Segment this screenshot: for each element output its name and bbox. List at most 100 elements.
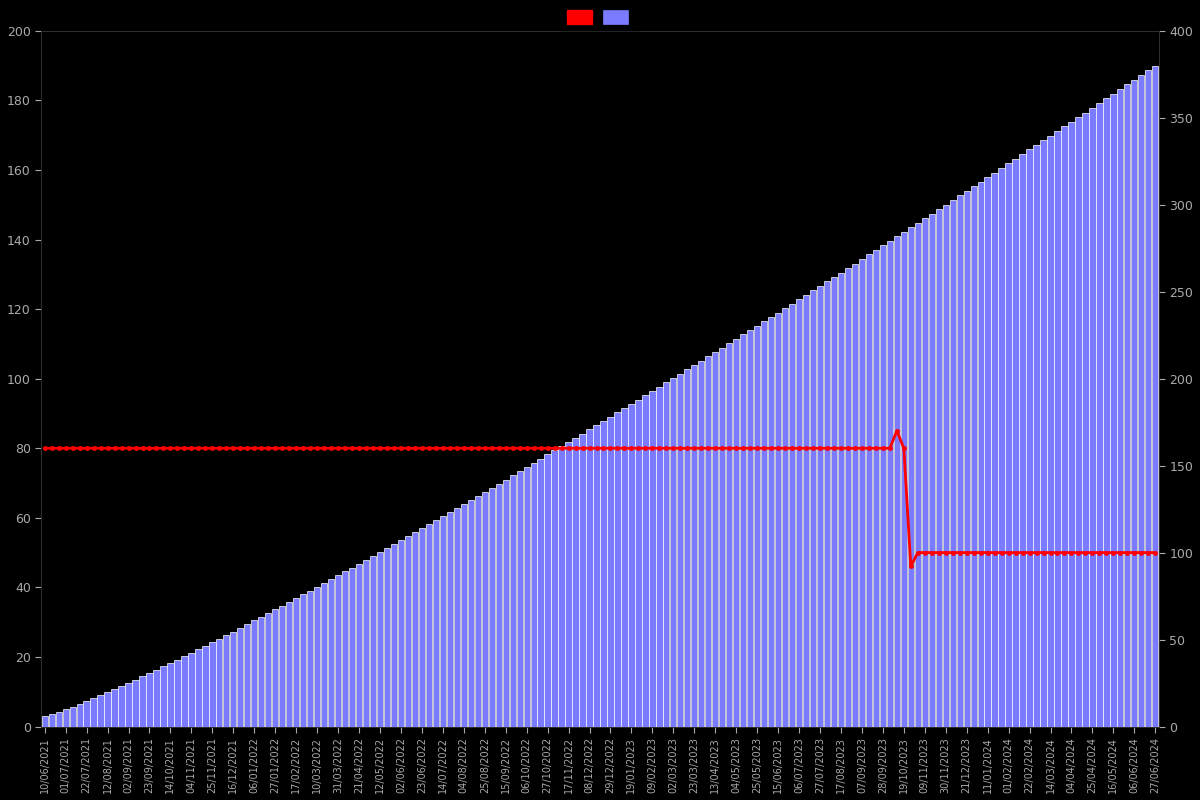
Bar [496,484,502,726]
Bar [656,386,662,726]
Bar [1132,80,1138,726]
Bar [782,308,788,726]
Bar [174,660,180,726]
Bar [244,624,251,726]
Bar [265,613,271,726]
Bar [426,524,432,726]
Bar [412,532,418,726]
Bar [188,653,194,726]
Bar [125,682,132,726]
Bar [894,236,900,726]
Bar [712,352,719,726]
Bar [936,210,942,726]
Bar [384,548,390,726]
Bar [852,263,858,726]
Bar [132,679,139,726]
Bar [523,467,530,726]
Bar [404,536,412,726]
Bar [629,404,635,726]
Bar [196,650,202,726]
Bar [1110,94,1116,726]
Bar [552,450,558,726]
Bar [370,556,376,726]
Bar [775,313,781,726]
Bar [580,434,586,726]
Bar [984,178,991,726]
Bar [810,290,816,726]
Bar [907,227,914,726]
Bar [488,487,494,726]
Bar [830,277,838,726]
Bar [558,446,565,726]
Bar [922,218,928,726]
Bar [48,714,55,726]
Bar [1090,108,1096,726]
Bar [397,540,404,726]
Bar [824,282,830,726]
Bar [238,628,244,726]
Bar [1055,131,1061,726]
Bar [1020,154,1026,726]
Bar [796,299,803,726]
Bar [62,710,68,726]
Bar [461,504,467,726]
Bar [481,492,488,726]
Bar [258,617,264,726]
Bar [77,704,83,726]
Bar [880,246,886,726]
Bar [203,646,209,726]
Bar [761,322,767,726]
Bar [119,686,125,726]
Bar [754,326,761,726]
Bar [1138,75,1145,726]
Bar [146,673,152,726]
Bar [691,365,697,726]
Bar [475,496,481,726]
Bar [230,631,236,726]
Bar [565,442,571,726]
Bar [42,716,48,726]
Bar [1068,122,1075,726]
Bar [600,421,607,726]
Bar [1026,150,1033,726]
Bar [1033,145,1039,726]
Bar [342,571,348,726]
Bar [419,528,425,726]
Bar [90,698,97,726]
Bar [454,508,460,726]
Bar [97,695,103,726]
Bar [1145,70,1152,726]
Bar [272,610,278,726]
Bar [622,408,628,726]
Bar [307,590,313,726]
Bar [684,370,690,726]
Bar [859,259,865,726]
Bar [545,454,551,726]
Bar [328,579,335,726]
Bar [356,564,362,726]
Bar [1013,159,1019,726]
Bar [1082,113,1088,726]
Bar [956,195,962,726]
Bar [1103,98,1110,726]
Bar [901,232,907,726]
Bar [838,273,844,726]
Bar [865,254,872,726]
Bar [439,516,446,726]
Bar [468,500,474,726]
Bar [84,701,90,726]
Bar [998,168,1004,726]
Bar [516,471,523,726]
Bar [872,250,880,726]
Bar [1006,163,1012,726]
Bar [706,356,712,726]
Bar [181,656,187,726]
Bar [167,663,174,726]
Bar [1048,135,1054,726]
Bar [446,512,452,726]
Bar [719,348,725,726]
Bar [887,241,893,726]
Bar [607,417,613,726]
Bar [223,635,229,726]
Bar [593,425,600,726]
